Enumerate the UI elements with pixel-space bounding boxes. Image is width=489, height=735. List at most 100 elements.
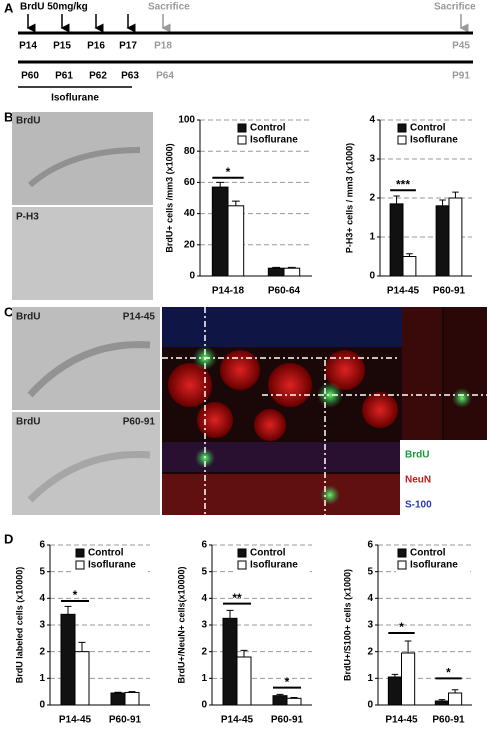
bar — [402, 256, 417, 277]
bar — [236, 656, 252, 706]
legend-swatch — [237, 560, 247, 570]
y-tick-label: 3 — [39, 620, 45, 631]
y-axis-label: BrdU labeled cells (x10000) — [14, 567, 24, 684]
y-tick-label: 2 — [369, 193, 375, 204]
y-tick-label: 5 — [201, 566, 207, 577]
y-tick-label: 3 — [369, 154, 375, 165]
y-tick-label: 2 — [367, 646, 373, 657]
treatment-label: Isoflurane — [51, 93, 99, 104]
y-tick-label: 0 — [189, 271, 195, 282]
y-tick-label: 1 — [369, 232, 375, 243]
y-axis-label: BrdU+/NeuN+ cells(x10000) — [176, 566, 186, 683]
day-label: P18 — [154, 41, 172, 52]
y-tick-label: 0 — [369, 271, 375, 282]
legend-swatch — [397, 560, 407, 570]
y-tick-label: 1 — [367, 673, 373, 684]
bar — [74, 651, 90, 706]
legend-swatch — [75, 548, 85, 558]
y-tick-label: 0 — [367, 700, 373, 711]
y-tick-label: 80 — [184, 146, 196, 157]
bar — [110, 692, 126, 706]
legend-swatch — [237, 123, 247, 133]
legend-label: Isoflurane — [410, 560, 458, 571]
significance-label: * — [285, 675, 290, 689]
error-bar — [128, 691, 136, 693]
bar — [124, 691, 140, 706]
image-label: BrdU — [16, 312, 40, 323]
legend-swatch — [397, 123, 407, 133]
error-bar — [290, 697, 298, 699]
legend-bg — [396, 122, 470, 148]
day-label: P61 — [55, 71, 73, 82]
legend-label: Control — [250, 123, 286, 134]
legend-swatch — [397, 135, 407, 145]
error-bar — [64, 605, 72, 615]
sacrifice-label: Sacrifice — [148, 2, 190, 13]
y-axis-label: BrdU+/S100+ cells (x1000) — [342, 569, 352, 681]
day-label: P16 — [87, 41, 105, 52]
channel-label: S-100 — [405, 500, 432, 511]
day-label: P15 — [53, 41, 71, 52]
y-tick-label: 1 — [39, 673, 45, 684]
error-bar — [393, 195, 400, 204]
panel-label: C — [4, 304, 14, 319]
y-tick-label: 4 — [201, 593, 207, 604]
day-label: P64 — [156, 71, 174, 82]
bar — [267, 267, 285, 277]
day-label: P45 — [452, 41, 470, 52]
bar — [272, 695, 288, 706]
y-tick-label: 0 — [201, 700, 207, 711]
error-bar — [287, 266, 296, 269]
y-tick-label: 3 — [367, 620, 373, 631]
bar — [283, 267, 301, 277]
bar — [222, 617, 238, 706]
y-tick-label: 5 — [367, 566, 373, 577]
legend-swatch — [237, 548, 247, 558]
error-bar — [391, 673, 399, 677]
dose-label: BrdU 50mg/kg — [20, 2, 88, 13]
error-bar — [451, 689, 459, 693]
error-bar — [114, 691, 122, 693]
x-tick-label: P60-91 — [432, 715, 465, 726]
y-tick-label: 20 — [184, 239, 196, 250]
legend-label: Isoflurane — [250, 560, 298, 571]
significance-label: * — [446, 666, 451, 680]
x-tick-label: P60-91 — [271, 715, 304, 726]
bar — [389, 203, 404, 277]
panel-label: D — [4, 531, 13, 546]
x-tick-label: P60-64 — [268, 286, 301, 297]
tissue — [28, 147, 141, 188]
error-bar — [276, 693, 284, 696]
y-tick-label: 2 — [201, 646, 207, 657]
day-label: P17 — [119, 41, 137, 52]
significance-label: *** — [396, 177, 410, 191]
legend-label: Control — [410, 123, 446, 134]
legend-swatch — [237, 135, 247, 145]
x-tick-label: P14-45 — [221, 715, 254, 726]
day-label: P91 — [452, 71, 470, 82]
error-bar — [78, 641, 86, 652]
y-tick-label: 100 — [178, 115, 195, 126]
tissue — [27, 341, 151, 398]
legend-label: Control — [88, 548, 124, 559]
significance-label: ** — [232, 591, 242, 605]
error-bar — [438, 699, 446, 701]
y-tick-label: 1 — [201, 673, 207, 684]
image-label: P14-45 — [123, 312, 156, 323]
y-tick-label: 40 — [184, 208, 196, 219]
error-bar — [272, 266, 281, 269]
sacrifice-label: Sacrifice — [434, 2, 476, 13]
image-label: P60-91 — [123, 417, 156, 428]
panel-label: B — [4, 109, 13, 124]
legend-label: Isoflurane — [250, 135, 298, 146]
x-tick-label: P14-45 — [385, 715, 418, 726]
y-tick-label: 4 — [39, 593, 45, 604]
image-label: BrdU — [16, 116, 40, 127]
x-tick-label: P14-45 — [59, 715, 92, 726]
bar — [448, 197, 463, 277]
significance-label: * — [226, 165, 231, 179]
micrograph — [12, 207, 153, 300]
error-bar — [439, 199, 446, 206]
legend-bg — [236, 122, 310, 148]
